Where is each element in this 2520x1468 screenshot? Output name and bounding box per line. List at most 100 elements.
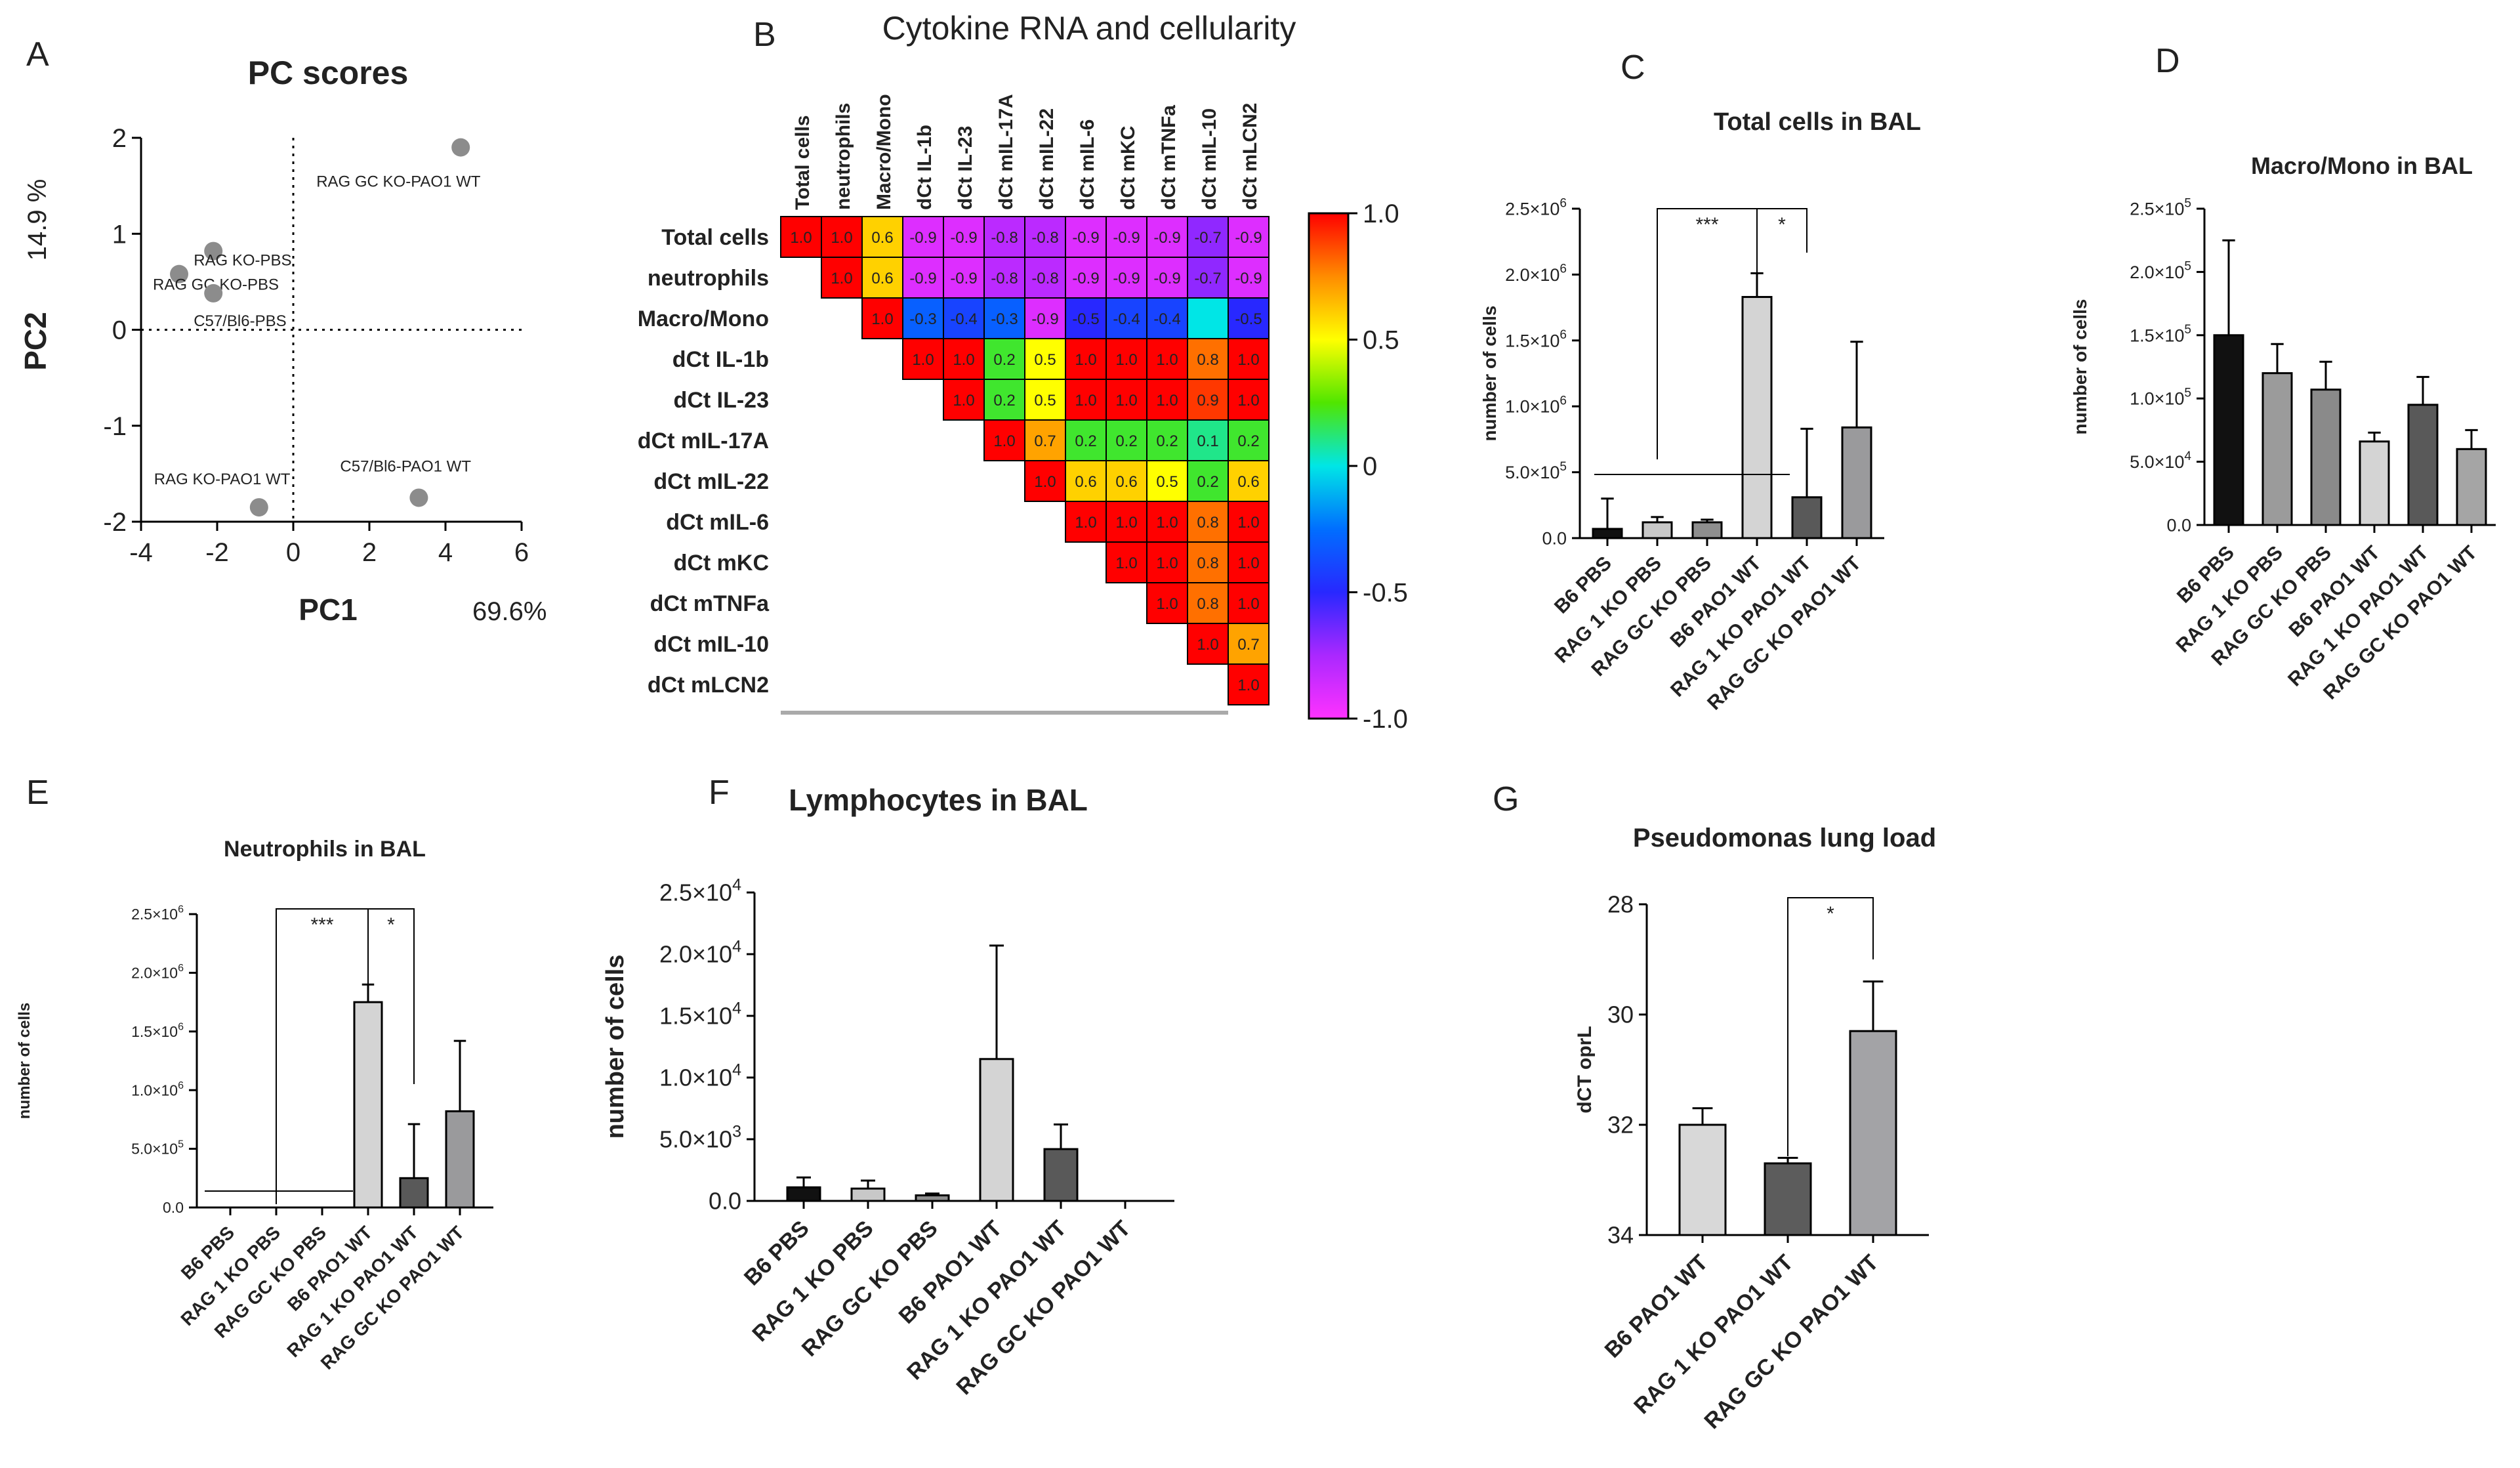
heatmap-cell	[1146, 501, 1188, 543]
heatmap-cell	[1105, 460, 1147, 502]
cell-value: 1.0	[912, 351, 934, 369]
y-tick-label: 1.0×106	[131, 1080, 184, 1099]
cell-value: -0.9	[1235, 229, 1262, 247]
point-label: RAG KO-PBS	[194, 252, 291, 270]
heatmap-cell	[1105, 501, 1147, 543]
y-axis-label: number of cells	[602, 955, 629, 1139]
y-axis-label: dCT oprL	[1574, 1026, 1596, 1113]
bar	[915, 1194, 950, 1202]
cell-value: 0.2	[1115, 432, 1137, 450]
bar	[1841, 426, 1872, 539]
colorbar-tick-label: -1.0	[1363, 705, 1408, 734]
y-tick-label: 28	[1607, 891, 1634, 918]
y-tick-label: 0.0	[163, 1199, 184, 1216]
y-tick-label: 2.5×106	[1505, 196, 1567, 219]
heatmap-cell	[1187, 297, 1229, 339]
correlation-heatmap: Cytokine RNA and cellularity Total cells T…	[638, 10, 1408, 734]
point-label: C57/Bl6-PAO1 WT	[340, 457, 471, 475]
chart-title: Cytokine RNA and cellularity	[882, 10, 1296, 47]
cell-value: 0.9	[1197, 392, 1218, 409]
cell-value: -0.9	[1072, 229, 1099, 247]
cell-value: 1.0	[871, 310, 893, 328]
y-tick-label: 1.0×106	[1505, 394, 1567, 417]
heatmap-cell	[1228, 379, 1270, 421]
heatmap-cell	[1065, 460, 1107, 502]
cell-value: 0.2	[993, 392, 1015, 409]
significance-label: *	[1778, 214, 1786, 236]
data-point	[204, 283, 223, 303]
significance-label: *	[387, 914, 395, 936]
cell-value: -0.8	[1031, 270, 1058, 287]
cell-value: -0.3	[909, 310, 936, 328]
cell-value: 1.0	[953, 392, 974, 409]
heatmap-cell	[943, 379, 985, 421]
data-point	[451, 138, 470, 157]
y-tick-label: 32	[1607, 1112, 1634, 1139]
cell-value: 0.2	[993, 351, 1015, 369]
row-label: dCt mKC	[674, 551, 769, 576]
cell-value: 1.0	[1156, 555, 1178, 572]
significance-label: ***	[1695, 214, 1718, 236]
data-point	[204, 241, 223, 261]
heatmap-cell	[821, 257, 863, 299]
bar	[2262, 372, 2293, 526]
cell-value: -0.9	[1235, 270, 1262, 287]
cell-value: 1.0	[831, 229, 852, 247]
heatmap-cell	[902, 338, 944, 380]
cell-value: 0.7	[1034, 432, 1056, 450]
cell-value: 0.8	[1197, 514, 1218, 532]
cell-value: -0.8	[1031, 229, 1058, 247]
cell-value: 1.0	[1237, 514, 1259, 532]
bar	[850, 1187, 886, 1202]
category-label: RAG GC KO PAO1 WT	[1699, 1250, 1883, 1434]
row-label: dCt IL-1b	[672, 347, 769, 372]
chart-title: Lymphocytes in BAL	[789, 783, 1088, 817]
cell-value: -0.9	[1113, 270, 1140, 287]
row-label: dCt mIL-22	[653, 469, 769, 494]
cell-value: 1.0	[1237, 595, 1259, 613]
heatmap-cell	[1187, 501, 1229, 543]
cell-value: -0.4	[1153, 310, 1180, 328]
point-label: RAG GC KO-PAO1 WT	[316, 173, 481, 191]
y-tick-label: 2	[112, 124, 127, 153]
cell-value: -0.8	[991, 270, 1018, 287]
cell-value: 1.0	[1237, 351, 1259, 369]
bar	[1678, 1123, 1727, 1236]
heatmap-cell	[1187, 623, 1229, 665]
significance-bracket	[1787, 897, 1874, 1156]
column-label: Total cells	[792, 115, 814, 211]
significance-bracket	[367, 908, 415, 1084]
heatmap-cell	[1065, 216, 1107, 258]
x-tick-label: 6	[514, 538, 529, 567]
row-label: dCt mTNFa	[650, 591, 770, 616]
y-tick-label: 1.0×105	[2130, 387, 2191, 409]
y-tick-label: -2	[103, 508, 127, 537]
cell-value: 1.0	[1075, 392, 1096, 409]
cell-value: 0.6	[871, 270, 893, 287]
cell-value: -0.8	[991, 229, 1018, 247]
heatmap-cell	[1024, 338, 1066, 380]
chart-title: Pseudomonas lung load	[1633, 824, 1936, 852]
row-label: dCt mIL-10	[653, 632, 769, 657]
column-label: neutrophils	[833, 103, 854, 210]
colorbar-tick-label: -0.5	[1363, 579, 1408, 608]
panel-letter-E: E	[26, 774, 49, 812]
cell-value: 1.0	[1075, 514, 1096, 532]
heatmap-cell	[780, 216, 822, 258]
y-axis-label: PC2	[18, 312, 52, 370]
y-tick-label: 5.0×105	[1505, 460, 1567, 482]
heatmap-cell	[1187, 541, 1229, 583]
heatmap-cell	[1105, 419, 1147, 461]
bar-chart-F: Lymphocytes in BAL 0.0 5.0×103 1.0×104 1.5×1…	[602, 783, 1174, 1400]
bar	[1691, 521, 1723, 539]
heatmap-cell	[1105, 297, 1147, 339]
cell-value: -0.9	[950, 270, 977, 287]
chart-title: Total cells in BAL	[1714, 108, 1921, 136]
cell-value: 0.6	[1115, 473, 1137, 491]
chart-title: Neutrophils in BAL	[224, 837, 426, 862]
y-tick-label: 5.0×103	[659, 1122, 741, 1152]
cell-value: 1.0	[1156, 351, 1178, 369]
significance-label: *	[1827, 903, 1834, 925]
